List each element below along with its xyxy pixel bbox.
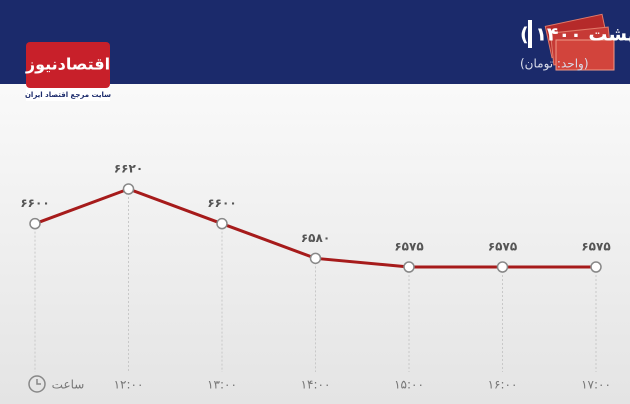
data-label: ۶۶۲۰ <box>114 162 143 176</box>
chart-title: روند بهای درهم (یکشنبه ۵ اردیبهشت ۱۴۰۰ ) <box>520 24 630 46</box>
x-tick-label: ۱۵:۰۰ <box>394 378 424 392</box>
point <box>496 261 509 273</box>
point <box>590 261 602 273</box>
point <box>122 183 135 195</box>
data-label: ۶۶۰۰ <box>207 196 236 210</box>
clock-icon <box>28 375 46 393</box>
x-tick-label: ۱۶:۰۰ <box>488 378 518 392</box>
x-tick-label: ۱۳:۰۰ <box>207 378 237 392</box>
point <box>29 217 41 230</box>
logo-tagline: سایت مرجع اقتصاد ایران <box>25 91 111 99</box>
data-label: ۶۵۸۰ <box>301 231 330 245</box>
x-tick-label: ۱۴:۰۰ <box>301 378 331 392</box>
point <box>216 217 228 230</box>
x-tick-label: ۱۷:۰۰ <box>581 378 611 392</box>
point <box>309 252 322 265</box>
chart-subtitle: (واحد: تومان) <box>520 57 589 72</box>
data-label: ۶۵۷۵ <box>394 240 423 254</box>
logo-text: اقتصادنیوز <box>25 55 110 74</box>
logo <box>26 42 110 88</box>
point <box>403 261 415 273</box>
logo-tagline-box <box>26 88 110 101</box>
money-icon <box>544 13 615 71</box>
data-label: ۶۵۷۵ <box>488 240 517 254</box>
title-bar <box>528 20 532 48</box>
x-axis-label: ساعت <box>52 378 85 392</box>
data-label: ۶۶۰۰ <box>20 196 49 210</box>
data-label: ۶۵۷۵ <box>581 240 610 254</box>
x-tick-label: ۱۲:۰۰ <box>114 378 144 392</box>
